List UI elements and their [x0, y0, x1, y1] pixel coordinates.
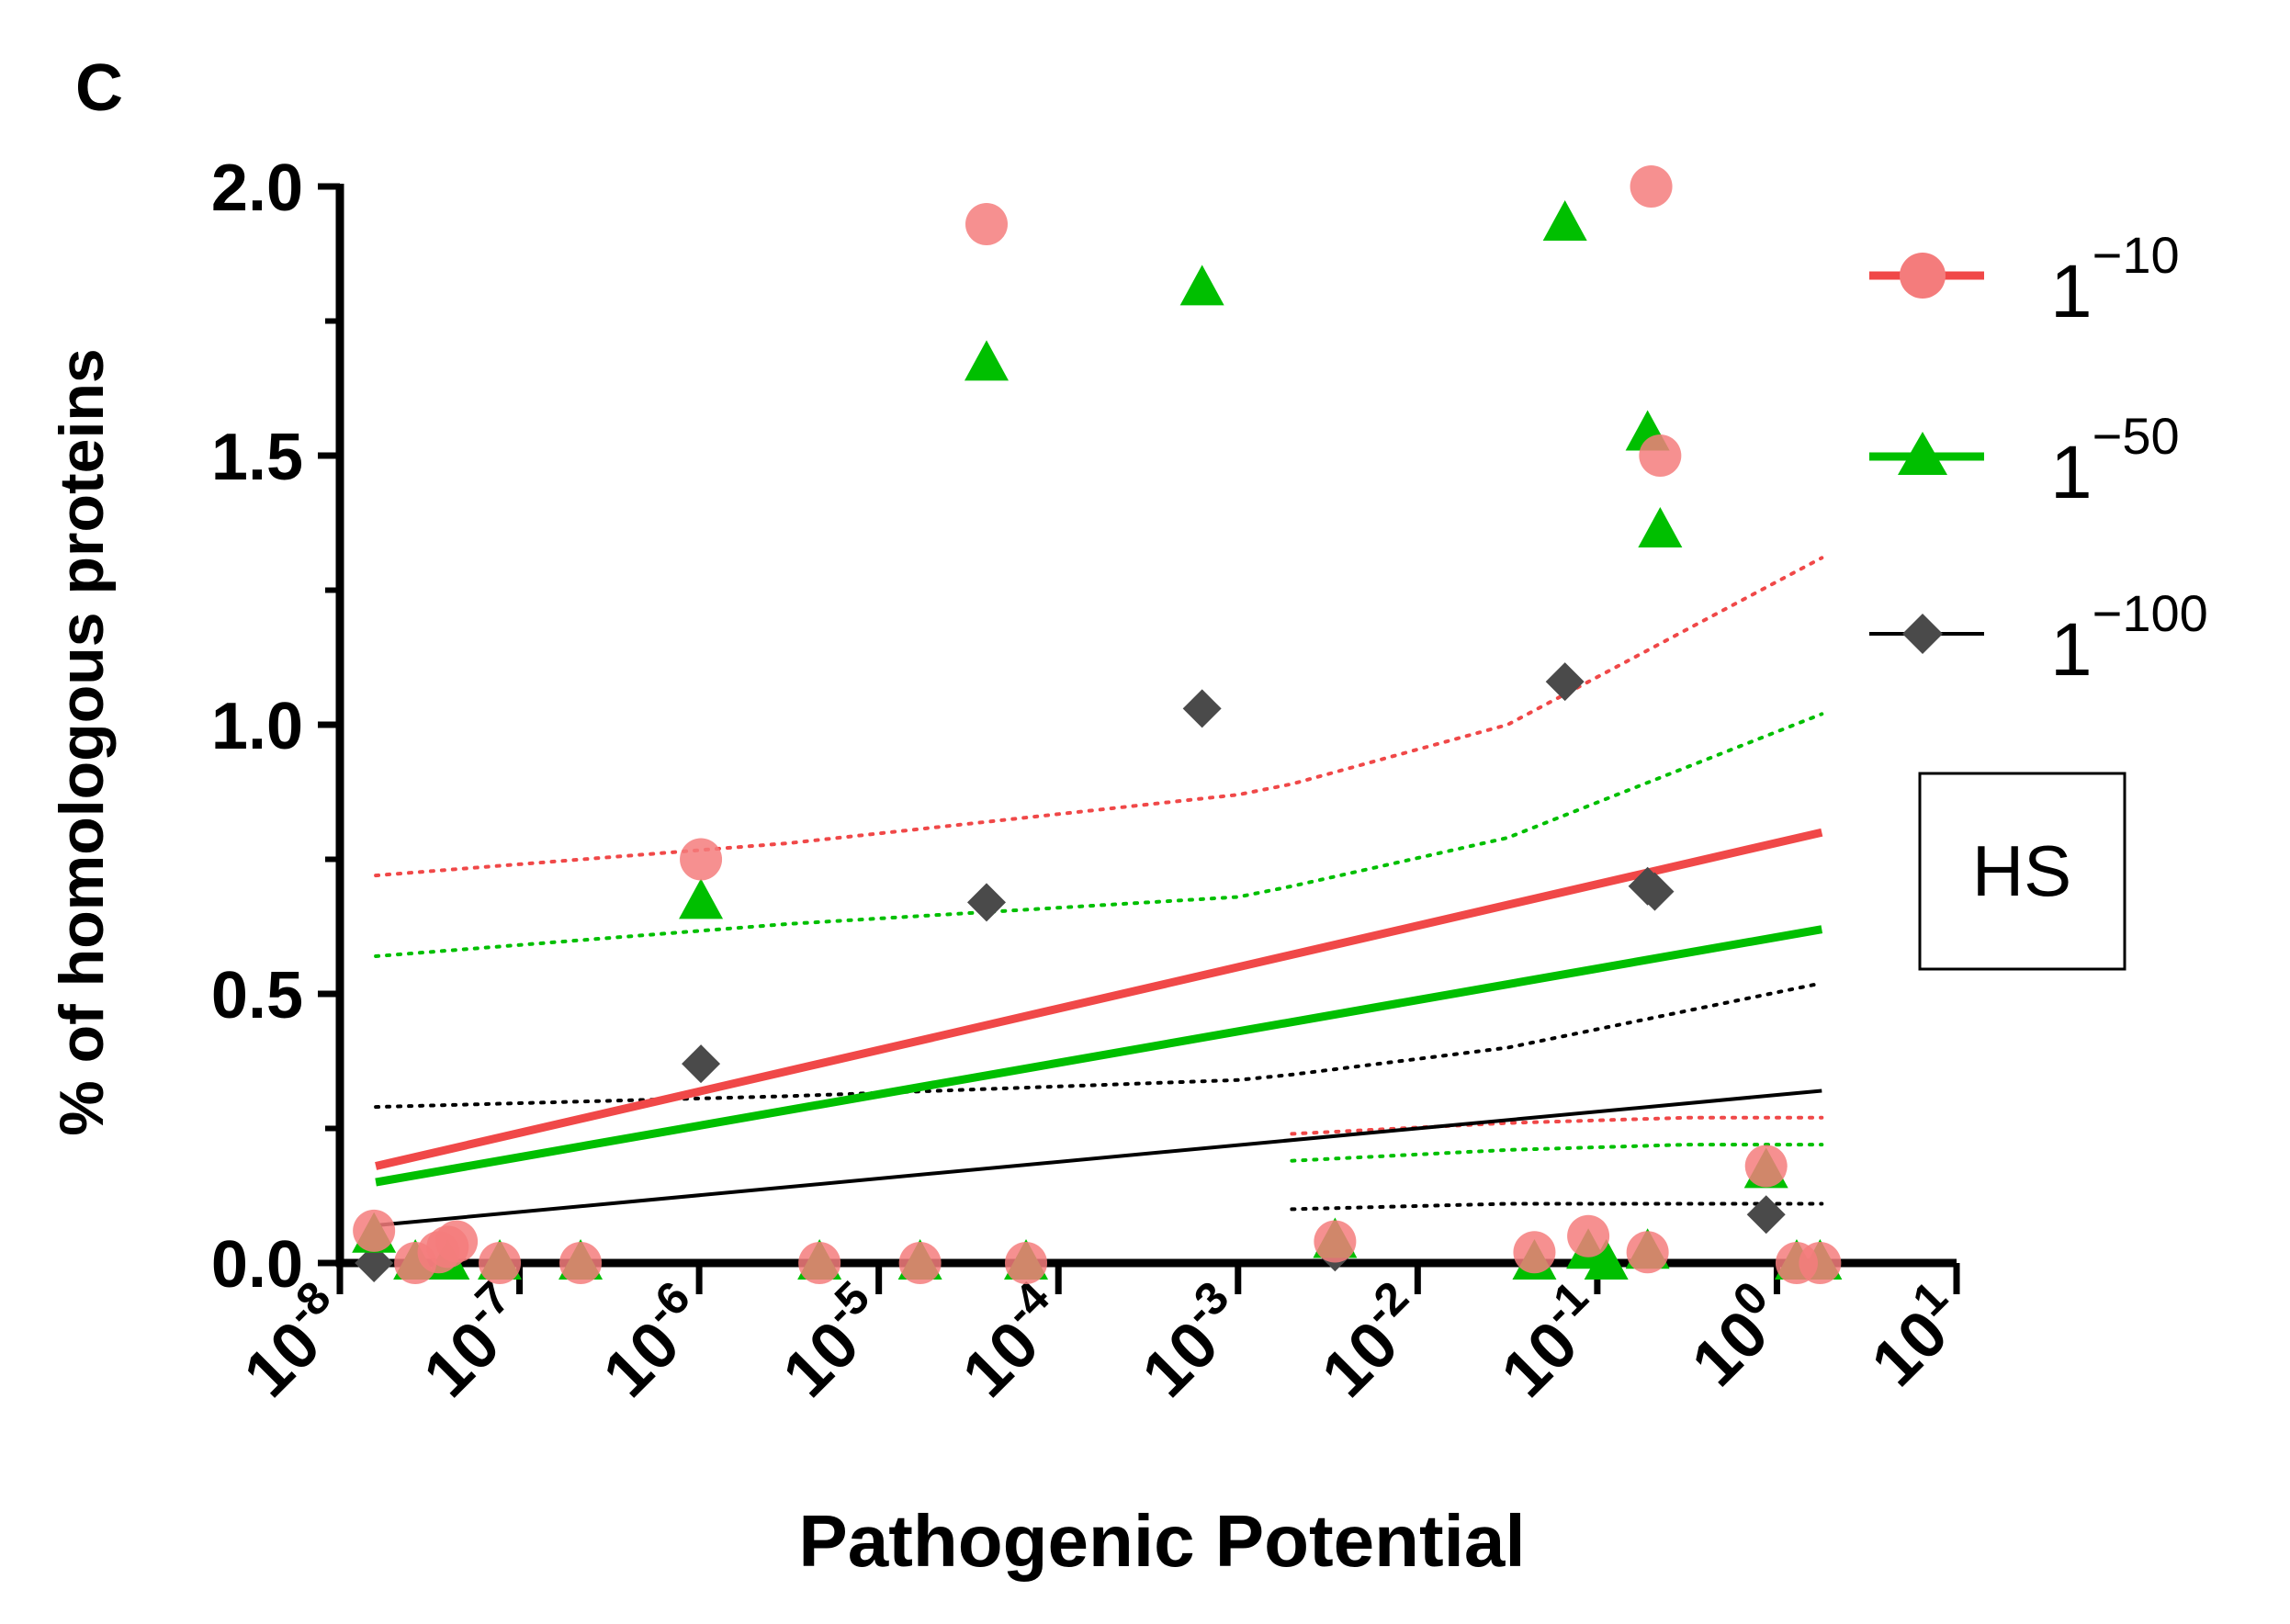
ci-lower-series-2	[1290, 1201, 1824, 1212]
confidence-bands	[374, 556, 1824, 1212]
point-circle	[1314, 1220, 1357, 1263]
x-axis-title: Pathogenic Potential	[798, 1500, 1525, 1582]
y-axis-title: % of homologous proteins	[47, 348, 117, 1136]
point-triangle	[1584, 1239, 1629, 1280]
point-triangle	[1638, 507, 1683, 548]
hs-annotation-text: HS	[1972, 830, 2071, 911]
svg-text:100: 100	[1671, 1271, 1800, 1401]
legend-triangle-marker	[1898, 432, 1947, 475]
point-circle	[965, 203, 1008, 246]
point-diamond	[1746, 1195, 1786, 1235]
x-tick-label: 100	[1671, 1271, 1800, 1401]
point-diamond	[355, 1244, 394, 1282]
fit-line-series-1	[375, 925, 1823, 1187]
legend-circle-marker	[1900, 253, 1946, 299]
hs-annotation-box	[1918, 772, 2126, 971]
point-circle	[1626, 1231, 1669, 1274]
ci-upper-series-2	[374, 981, 1824, 1110]
data-points	[352, 165, 1843, 1284]
point-diamond	[1182, 689, 1222, 728]
y-tick-label: 0.5	[211, 959, 303, 1032]
point-circle	[1513, 1231, 1556, 1274]
legend-label-1e10: 1−10	[2050, 226, 2180, 333]
svg-text:101: 101	[1851, 1271, 1980, 1401]
point-circle	[898, 1242, 942, 1284]
y-tick-label: 2.0	[211, 152, 303, 225]
y-tick-label: 0.0	[211, 1228, 303, 1302]
point-circle	[435, 1220, 479, 1263]
legend-diamond-marker	[1902, 614, 1943, 654]
point-circle	[680, 838, 723, 881]
fit-line-series-0	[375, 828, 1823, 1170]
hs-annotation: HS	[1918, 772, 2126, 971]
point-diamond	[1545, 662, 1585, 702]
point-circle	[1630, 165, 1673, 208]
point-circle	[1639, 434, 1682, 477]
point-circle	[353, 1209, 396, 1252]
x-tick-label: 101	[1851, 1271, 1980, 1401]
point-triangle	[1542, 200, 1587, 242]
point-diamond	[682, 1044, 721, 1084]
point-triangle	[965, 340, 1009, 381]
ci-upper-series-1	[374, 712, 1824, 958]
legend: 1−10 1−50 1−100	[1869, 226, 2208, 692]
regression-lines	[375, 828, 1823, 1227]
point-circle	[1799, 1242, 1842, 1284]
point-circle	[479, 1242, 522, 1284]
point-triangle	[1179, 265, 1224, 306]
point-triangle	[679, 878, 724, 919]
point-circle	[798, 1242, 841, 1284]
point-diamond	[1635, 872, 1675, 911]
ci-upper-series-0	[374, 556, 1824, 878]
point-circle	[1567, 1214, 1610, 1257]
axes: 0.00.51.01.52.010-810-710-610-510-410-31…	[211, 152, 1980, 1411]
legend-label-1e50: 1−50	[2050, 407, 2180, 514]
fit-line-series-2	[375, 1088, 1822, 1227]
y-tick-label: 1.0	[211, 690, 303, 763]
y-tick-label: 1.5	[211, 421, 303, 494]
point-circle	[1005, 1242, 1048, 1284]
panel-label: C	[75, 51, 123, 125]
legend-label-1e100: 1−100	[2050, 584, 2208, 692]
point-circle	[559, 1242, 603, 1284]
point-diamond	[967, 883, 1006, 922]
point-circle	[1744, 1145, 1788, 1188]
ci-lower-series-0	[1290, 1115, 1824, 1136]
ci-lower-series-1	[1290, 1143, 1824, 1163]
